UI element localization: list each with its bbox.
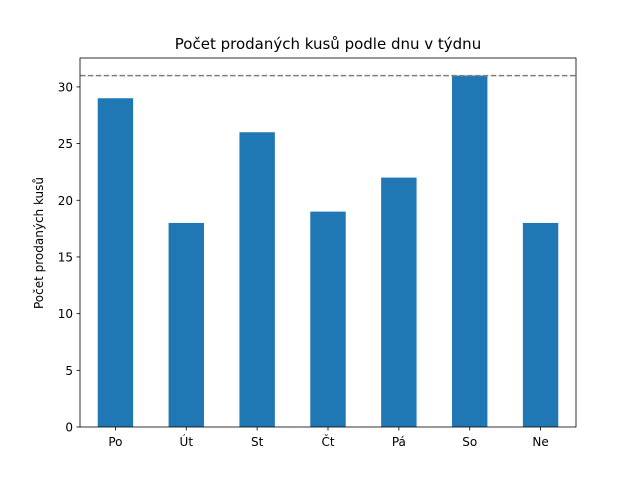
ticks-layer: 0 5 10 15 20 25 30 Po Út St Čt Pá So Ne: [58, 80, 549, 449]
bar-So: [452, 75, 488, 427]
bar-Pá: [381, 177, 417, 427]
bar-Ne: [522, 222, 559, 427]
y-tick-label: 5: [65, 364, 73, 378]
x-tick-label: Ne: [532, 435, 548, 449]
y-tick-label: 15: [58, 250, 73, 264]
bar-Út: [168, 222, 204, 427]
bars-layer: [97, 75, 559, 428]
y-tick-label: 20: [58, 194, 73, 208]
bar-Po: [97, 98, 134, 428]
x-tick-label: Pá: [392, 435, 406, 449]
chart-title: Počet prodaných kusů podle dnu v týdnu: [175, 35, 481, 53]
x-tick-label: St: [251, 435, 264, 449]
y-axis-label: Počet prodaných kusů: [32, 177, 46, 309]
x-tick-label: Po: [108, 435, 122, 449]
x-tick-label: Út: [180, 434, 194, 449]
x-tick-label: So: [462, 435, 477, 449]
y-tick-label: 30: [58, 80, 73, 94]
bar-Čt: [310, 211, 346, 427]
y-tick-label: 0: [65, 421, 73, 435]
y-tick-label: 10: [58, 307, 73, 321]
x-tick-label: Čt: [321, 434, 334, 449]
bar-St: [239, 132, 275, 427]
y-tick-label: 25: [58, 137, 73, 151]
